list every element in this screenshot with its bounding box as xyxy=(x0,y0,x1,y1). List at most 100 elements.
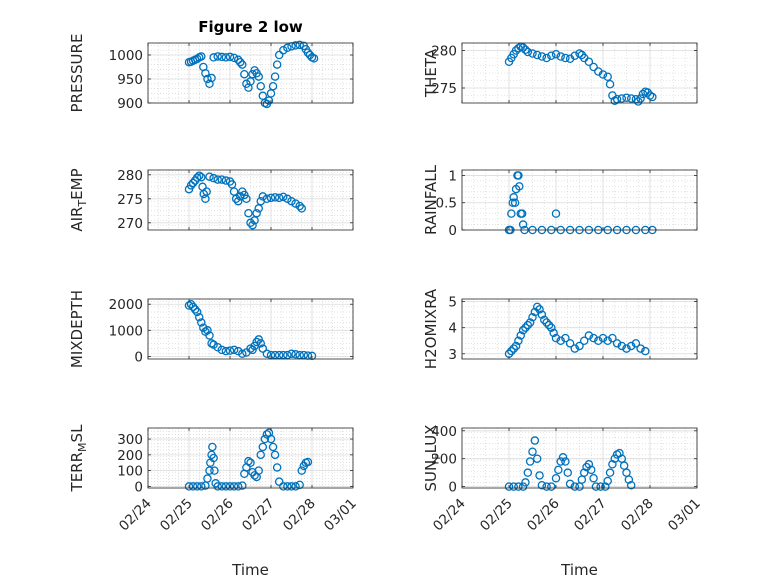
data-point xyxy=(213,482,222,491)
y-tick-label: 100 xyxy=(117,464,143,480)
data-point xyxy=(291,199,300,208)
data-point xyxy=(233,196,243,206)
data-point xyxy=(617,94,627,103)
data-point xyxy=(217,52,227,62)
data-point xyxy=(229,345,239,355)
data-point xyxy=(608,460,617,469)
data-point xyxy=(268,81,278,91)
data-point xyxy=(246,458,255,467)
data-point xyxy=(192,482,202,491)
data-point xyxy=(596,482,605,491)
data-point xyxy=(540,315,549,325)
data-point xyxy=(563,468,573,477)
data-point xyxy=(518,220,528,229)
data-point xyxy=(297,204,306,213)
data-point xyxy=(525,318,535,327)
data-point xyxy=(197,172,206,182)
y-tick-label: 280 xyxy=(431,44,457,60)
data-point xyxy=(525,457,535,466)
y-tick-label: 0.5 xyxy=(436,196,457,212)
data-points xyxy=(504,436,636,491)
data-point xyxy=(551,209,561,218)
data-point xyxy=(217,482,227,491)
data-point xyxy=(558,453,568,462)
data-point xyxy=(244,208,253,218)
data-point xyxy=(542,318,551,327)
x-tick-label: 02/26 xyxy=(524,496,563,535)
data-point xyxy=(528,49,537,58)
data-point xyxy=(188,302,198,312)
data-point xyxy=(648,92,657,102)
y-tick-label: 270 xyxy=(117,216,143,232)
y-tick-label: 400 xyxy=(431,424,457,440)
data-point xyxy=(556,457,565,466)
data-point xyxy=(186,299,196,309)
data-point xyxy=(601,482,610,491)
data-point xyxy=(565,479,575,489)
y-tick-label: 2000 xyxy=(109,297,143,313)
data-point xyxy=(549,328,558,338)
data-point xyxy=(190,305,200,314)
data-point xyxy=(624,475,634,484)
data-point xyxy=(254,466,263,475)
data-point xyxy=(570,482,580,491)
data-point xyxy=(221,176,231,185)
data-point xyxy=(556,336,565,345)
data-point xyxy=(270,72,280,81)
data-point xyxy=(258,442,268,452)
y-axis-label: TERRMSL xyxy=(68,424,89,493)
y-tick-label: 200 xyxy=(117,448,143,464)
data-point xyxy=(561,457,570,466)
data-point xyxy=(615,448,624,458)
y-tick-label: 4 xyxy=(448,321,457,337)
data-point xyxy=(584,460,594,469)
data-point xyxy=(605,468,615,477)
x-tick-label: 02/26 xyxy=(198,496,237,535)
data-points xyxy=(504,302,650,359)
data-point xyxy=(508,198,518,207)
y-axis-label: RAINFALL xyxy=(422,164,440,235)
data-point xyxy=(535,305,544,314)
data-point xyxy=(291,350,300,359)
data-point xyxy=(589,473,598,483)
data-point xyxy=(626,341,636,351)
data-point xyxy=(229,482,239,491)
data-point xyxy=(235,57,245,67)
data-points xyxy=(184,428,313,491)
data-point xyxy=(532,50,542,60)
data-point xyxy=(266,434,276,444)
data-point xyxy=(221,53,231,62)
data-point xyxy=(514,336,523,345)
data-point xyxy=(272,463,282,472)
data-point xyxy=(279,45,288,55)
x-axis-label: Time xyxy=(231,561,269,579)
data-point xyxy=(242,194,251,204)
data-point xyxy=(266,193,276,203)
minor-grid xyxy=(147,299,354,360)
data-point xyxy=(207,339,216,348)
data-point xyxy=(295,201,304,211)
x-axis-label: Time xyxy=(560,561,598,579)
data-point xyxy=(561,53,570,63)
x-tick-label: 02/25 xyxy=(157,496,196,535)
data-point xyxy=(283,43,292,53)
data-point xyxy=(584,331,594,340)
data-point xyxy=(262,349,272,359)
data-point xyxy=(515,182,524,191)
data-point xyxy=(504,482,514,491)
data-point xyxy=(579,468,589,477)
data-point xyxy=(514,482,523,491)
y-tick-label: 300 xyxy=(117,432,143,448)
data-point xyxy=(542,482,551,491)
y-tick-label: 1 xyxy=(448,168,457,184)
y-tick-label: 280 xyxy=(117,168,143,184)
data-point xyxy=(556,52,565,61)
y-tick-label: 275 xyxy=(117,192,143,208)
data-point xyxy=(309,54,319,63)
y-tick-label: 275 xyxy=(431,81,457,97)
data-point xyxy=(272,60,282,69)
data-point xyxy=(523,47,533,57)
data-point xyxy=(270,450,280,460)
data-point xyxy=(598,333,608,343)
data-point xyxy=(521,323,530,332)
